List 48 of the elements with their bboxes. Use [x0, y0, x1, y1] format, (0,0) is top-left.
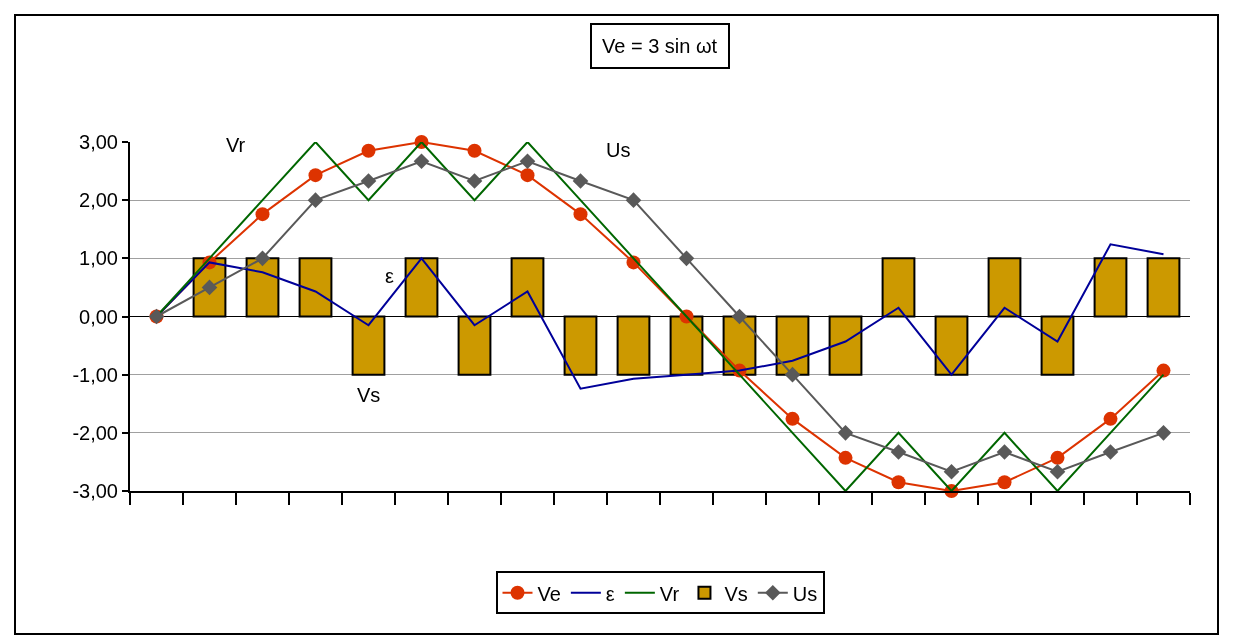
point	[572, 173, 589, 189]
text: Vr	[226, 134, 246, 156]
text: ε	[385, 265, 394, 287]
point	[361, 143, 376, 158]
point	[784, 366, 801, 383]
y-tick-label: 0,00	[79, 305, 118, 328]
point	[678, 250, 695, 267]
point	[625, 192, 642, 208]
point	[1102, 444, 1119, 460]
point	[1050, 450, 1065, 465]
legend-label: ε	[605, 582, 615, 605]
point	[308, 168, 323, 183]
point	[837, 425, 854, 441]
point	[891, 475, 906, 490]
y-tick-label: -2,00	[72, 421, 118, 444]
point	[1155, 425, 1172, 441]
point	[519, 153, 536, 169]
text: Us	[606, 139, 631, 161]
point	[467, 143, 482, 158]
legend-label: Vs	[724, 582, 748, 605]
y-tick-label: 3,00	[79, 131, 118, 153]
point	[731, 308, 748, 325]
point	[1103, 411, 1118, 426]
y-tick-label: 1,00	[79, 247, 118, 270]
y-tick-label: -1,00	[72, 363, 118, 386]
point	[785, 411, 800, 426]
point	[890, 444, 907, 460]
y-tick-label: 2,00	[79, 189, 118, 212]
point	[255, 207, 270, 222]
point	[413, 153, 430, 169]
legend-label: Vr	[659, 582, 680, 605]
point	[307, 192, 324, 208]
point	[1156, 363, 1171, 378]
point	[996, 444, 1013, 460]
legend-label: Us	[792, 582, 818, 605]
point	[838, 450, 853, 465]
y-tick-label: -3,00	[72, 480, 118, 502]
point	[1049, 464, 1066, 480]
point	[997, 475, 1012, 490]
point	[573, 207, 588, 222]
text: Vs	[357, 384, 381, 406]
point	[466, 173, 483, 189]
point	[360, 173, 377, 189]
point	[520, 168, 535, 183]
legend-label: Ve	[537, 582, 561, 605]
point	[943, 464, 960, 480]
chart-title: Ve = 3 sin ωt	[602, 35, 718, 57]
point	[254, 250, 271, 267]
